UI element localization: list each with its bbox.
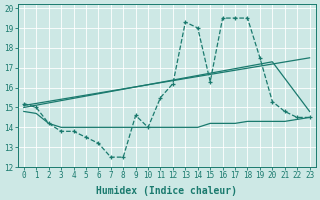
X-axis label: Humidex (Indice chaleur): Humidex (Indice chaleur) (96, 186, 237, 196)
